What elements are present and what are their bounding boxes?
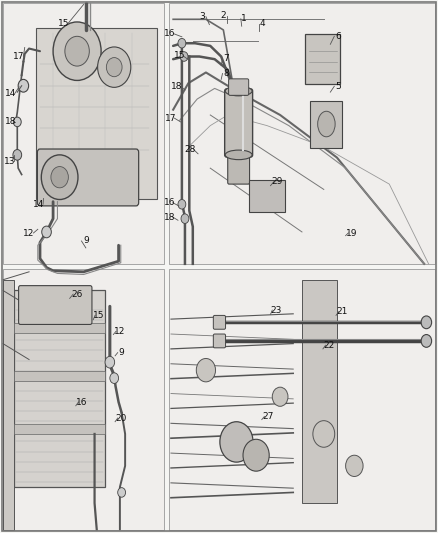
Ellipse shape — [225, 150, 252, 160]
Text: 16: 16 — [164, 29, 176, 38]
Circle shape — [421, 335, 431, 348]
Text: 9: 9 — [118, 348, 124, 357]
Text: 17: 17 — [165, 114, 177, 123]
Circle shape — [118, 488, 126, 497]
Text: 20: 20 — [116, 414, 127, 423]
Text: 13: 13 — [4, 157, 15, 166]
Ellipse shape — [225, 86, 252, 96]
Circle shape — [181, 214, 189, 223]
Text: 18: 18 — [171, 82, 183, 91]
FancyBboxPatch shape — [249, 180, 286, 212]
FancyBboxPatch shape — [229, 79, 249, 95]
Circle shape — [272, 387, 288, 406]
Circle shape — [178, 199, 186, 209]
Text: 15: 15 — [58, 19, 70, 28]
Circle shape — [41, 155, 78, 199]
Circle shape — [53, 22, 101, 80]
Text: 16: 16 — [163, 198, 175, 207]
Text: 23: 23 — [270, 305, 282, 314]
Circle shape — [220, 422, 253, 462]
Circle shape — [196, 359, 215, 382]
FancyBboxPatch shape — [14, 371, 106, 381]
FancyBboxPatch shape — [18, 286, 92, 325]
Text: 9: 9 — [83, 237, 89, 246]
Circle shape — [98, 47, 131, 87]
Text: 26: 26 — [71, 289, 82, 298]
Text: 22: 22 — [323, 341, 335, 350]
Text: 5: 5 — [335, 82, 341, 91]
FancyBboxPatch shape — [14, 424, 106, 434]
Text: 28: 28 — [184, 145, 196, 154]
FancyBboxPatch shape — [310, 101, 342, 148]
Text: 6: 6 — [335, 32, 341, 41]
Text: 7: 7 — [223, 54, 229, 63]
FancyBboxPatch shape — [225, 89, 253, 157]
Text: 17: 17 — [13, 52, 25, 61]
Circle shape — [180, 52, 188, 61]
Text: 12: 12 — [23, 229, 35, 238]
Circle shape — [243, 439, 269, 471]
Text: 4: 4 — [260, 19, 265, 28]
Text: 16: 16 — [76, 398, 88, 407]
Text: 1: 1 — [241, 14, 247, 23]
Circle shape — [42, 226, 51, 238]
Circle shape — [346, 455, 363, 477]
Circle shape — [178, 38, 186, 48]
Text: 8: 8 — [223, 69, 229, 78]
Text: 18: 18 — [163, 213, 175, 222]
FancyBboxPatch shape — [14, 290, 106, 487]
Text: 27: 27 — [262, 412, 274, 421]
FancyBboxPatch shape — [3, 280, 14, 530]
FancyBboxPatch shape — [169, 3, 435, 264]
Text: 29: 29 — [272, 177, 283, 186]
Circle shape — [65, 36, 89, 66]
Text: 14: 14 — [5, 89, 16, 98]
Text: 21: 21 — [336, 307, 348, 316]
Text: 18: 18 — [4, 117, 16, 126]
FancyBboxPatch shape — [213, 334, 226, 348]
FancyBboxPatch shape — [305, 34, 340, 84]
Circle shape — [105, 357, 115, 368]
FancyBboxPatch shape — [228, 156, 250, 184]
Circle shape — [110, 373, 119, 383]
FancyBboxPatch shape — [3, 269, 164, 530]
Circle shape — [51, 166, 68, 188]
Text: 15: 15 — [174, 52, 185, 60]
Circle shape — [18, 79, 28, 92]
Circle shape — [313, 421, 335, 447]
Circle shape — [13, 150, 21, 160]
FancyBboxPatch shape — [37, 149, 139, 206]
FancyBboxPatch shape — [213, 316, 226, 329]
Circle shape — [13, 117, 21, 127]
Circle shape — [421, 316, 431, 329]
FancyBboxPatch shape — [14, 324, 106, 333]
Text: 12: 12 — [114, 327, 125, 336]
Ellipse shape — [318, 111, 335, 137]
FancyBboxPatch shape — [36, 28, 157, 199]
Text: 15: 15 — [93, 311, 104, 320]
Text: 19: 19 — [346, 229, 357, 238]
FancyBboxPatch shape — [169, 269, 435, 530]
FancyBboxPatch shape — [3, 3, 164, 264]
Text: 2: 2 — [221, 11, 226, 20]
Text: 14: 14 — [33, 200, 44, 209]
FancyBboxPatch shape — [302, 280, 337, 503]
Text: 3: 3 — [200, 12, 205, 21]
Circle shape — [106, 58, 122, 77]
